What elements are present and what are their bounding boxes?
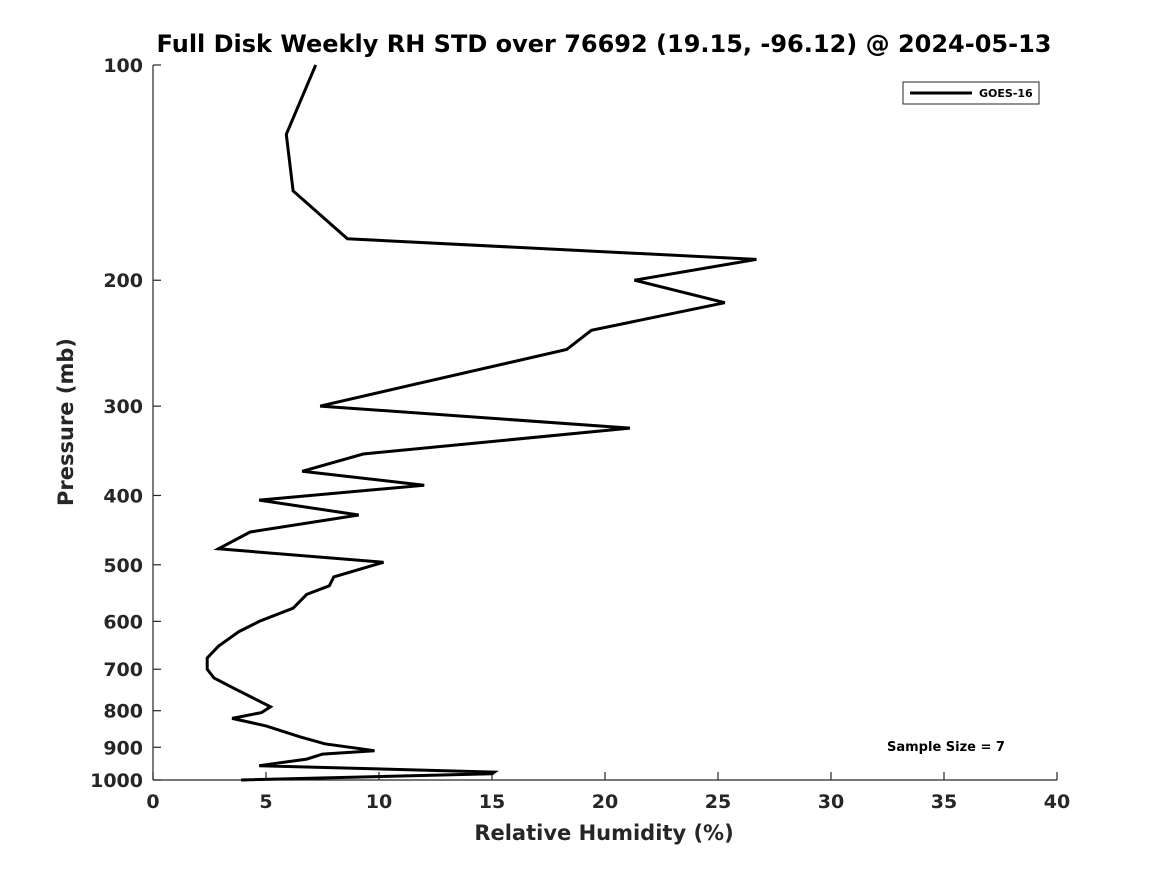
y-tick-label: 200 [103, 270, 143, 292]
chart-title: Full Disk Weekly RH STD over 76692 (19.1… [157, 30, 1052, 58]
y-tick-label: 100 [103, 55, 143, 77]
x-tick-label: 15 [479, 791, 505, 813]
x-tick-label: 25 [705, 791, 731, 813]
x-tick-label: 40 [1044, 791, 1070, 813]
x-axis-label: Relative Humidity (%) [474, 821, 733, 845]
y-tick-label: 500 [103, 555, 143, 577]
legend-label-goes-16: GOES-16 [979, 87, 1033, 100]
x-tick-label: 30 [818, 791, 844, 813]
y-tick-label: 900 [103, 737, 143, 759]
y-tick-label: 700 [103, 659, 143, 681]
y-tick-label: 800 [103, 701, 143, 723]
y-tick-label: 300 [103, 396, 143, 418]
y-tick-label: 600 [103, 611, 143, 633]
series-layer [205, 64, 757, 782]
legend: GOES-16 [902, 81, 1040, 105]
series-line-goes-16 [205, 64, 757, 782]
y-tick-label: 1000 [90, 770, 143, 792]
x-tick-label: 10 [366, 791, 392, 813]
x-ticks: 0 5 10 15 20 25 30 35 40 [146, 772, 1070, 813]
sample-size-annotation: Sample Size = 7 [887, 740, 1005, 755]
plot-area: 0 5 10 15 20 25 30 35 40 100 200 300 400 500 600 700 80… [90, 55, 1070, 813]
x-tick-label: 5 [259, 791, 272, 813]
x-tick-label: 20 [592, 791, 618, 813]
y-tick-label: 400 [103, 485, 143, 507]
x-tick-label: 35 [931, 791, 957, 813]
y-ticks: 100 200 300 400 500 600 700 800 900 1000 [90, 55, 161, 792]
y-axis-label: Pressure (mb) [54, 338, 78, 506]
x-tick-label: 0 [146, 791, 159, 813]
